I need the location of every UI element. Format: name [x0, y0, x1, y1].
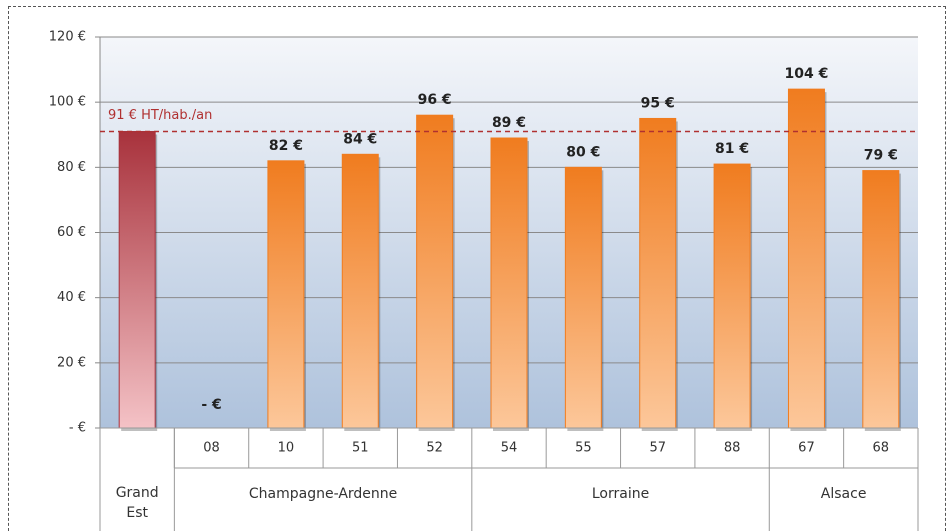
value-label: 79 €: [864, 148, 898, 164]
x-tick-label: 55: [575, 441, 592, 456]
x-tick-label: 51: [352, 441, 369, 456]
value-label: 89 €: [492, 115, 526, 131]
value-label: 95 €: [641, 95, 675, 111]
value-label: 80 €: [566, 144, 600, 160]
x-tick-label: 08: [203, 441, 220, 456]
x-tick-label: 57: [649, 441, 666, 456]
group-label-text: Lorraine: [591, 486, 650, 502]
x-tick-label: 67: [798, 441, 815, 456]
y-tick-label: 60 €: [57, 225, 86, 240]
value-label: - €: [201, 397, 221, 413]
bar: [490, 137, 528, 429]
x-tick-label: 88: [724, 441, 741, 456]
bar: [713, 163, 751, 429]
bar: [862, 170, 900, 429]
y-tick-label: 120 €: [49, 30, 86, 45]
x-tick-label: 54: [501, 441, 518, 456]
group-label-text: Grand Est: [115, 485, 159, 521]
bar: [416, 114, 454, 429]
bar: [341, 153, 379, 429]
group-label: Lorraine: [472, 484, 769, 504]
reference-label: 91 € HT/hab./an: [108, 108, 212, 123]
bar: [267, 160, 305, 429]
bar: [564, 166, 602, 429]
value-label: 82 €: [269, 138, 303, 154]
value-label: 84 €: [343, 131, 377, 147]
group-label: Grand Est: [100, 483, 174, 523]
bar: [787, 88, 825, 429]
value-label: 96 €: [418, 92, 452, 108]
y-tick-label: 40 €: [57, 290, 86, 305]
group-label: Alsace: [769, 484, 918, 504]
bar: [118, 130, 156, 429]
value-label: 81 €: [715, 141, 749, 157]
y-tick-label: 80 €: [57, 160, 86, 175]
value-label: 104 €: [785, 66, 829, 82]
group-label-text: Champagne-Ardenne: [248, 486, 398, 502]
x-tick-label: 68: [873, 441, 890, 456]
y-tick-label: - €: [69, 421, 86, 436]
group-label: Champagne-Ardenne: [174, 484, 471, 504]
y-tick-label: 100 €: [49, 95, 86, 110]
x-tick-label: 52: [426, 441, 443, 456]
x-tick-label: 10: [278, 441, 295, 456]
y-tick-label: 20 €: [57, 355, 86, 370]
group-label-text: Alsace: [820, 486, 867, 502]
bar: [639, 117, 677, 429]
frame: [8, 6, 946, 531]
